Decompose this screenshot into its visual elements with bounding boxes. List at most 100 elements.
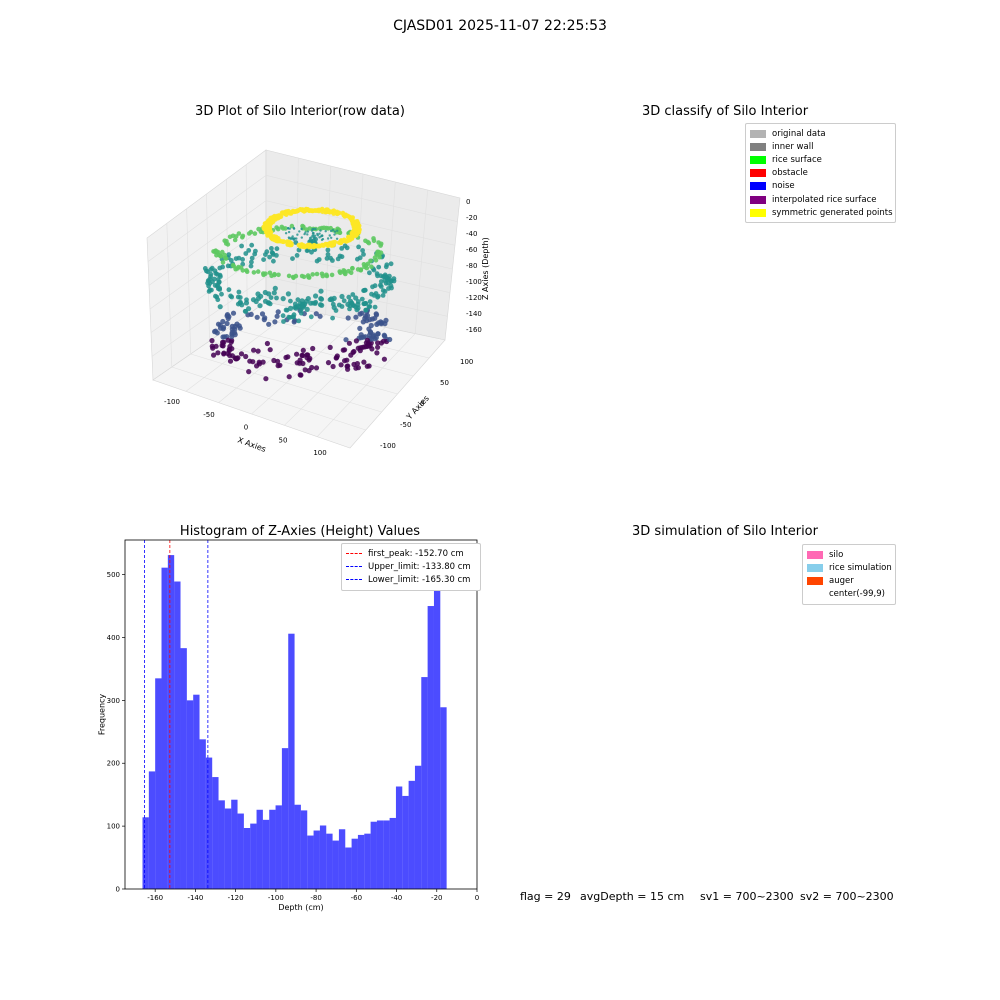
data-point xyxy=(228,293,234,299)
data-point xyxy=(372,315,378,321)
data-point xyxy=(255,269,261,274)
data-point xyxy=(312,236,315,239)
histogram-bar xyxy=(243,828,251,889)
data-point xyxy=(272,285,278,291)
data-point xyxy=(298,310,304,316)
data-point xyxy=(273,216,278,222)
data-point xyxy=(209,338,215,344)
data-point xyxy=(376,264,382,270)
data-point xyxy=(287,230,291,234)
histogram-bar xyxy=(250,823,257,889)
data-point xyxy=(256,359,262,365)
data-point xyxy=(256,226,261,232)
legend-item: rice simulation xyxy=(807,561,892,574)
data-point xyxy=(360,248,365,253)
data-point xyxy=(313,365,320,371)
data-point xyxy=(237,295,243,300)
data-point xyxy=(207,276,213,282)
histogram-bar xyxy=(402,795,409,889)
data-point xyxy=(353,338,359,344)
histogram-bar xyxy=(174,581,181,889)
data-point xyxy=(355,299,361,304)
x-tick-label: 100 xyxy=(313,449,326,457)
legend-swatch xyxy=(750,155,766,164)
data-point xyxy=(325,241,331,247)
data-point xyxy=(288,298,293,304)
data-point xyxy=(234,321,240,327)
data-point xyxy=(231,263,237,269)
data-point xyxy=(302,367,308,373)
data-point xyxy=(308,314,314,320)
data-point xyxy=(380,338,387,344)
data-point xyxy=(316,232,319,236)
data-point xyxy=(330,363,336,370)
data-point xyxy=(232,237,238,243)
data-point xyxy=(215,277,221,282)
data-point xyxy=(295,297,301,303)
data-point xyxy=(355,365,361,371)
data-point xyxy=(326,208,332,214)
legend-label: first_peak: -152.70 cm xyxy=(368,548,464,559)
data-point xyxy=(309,249,314,255)
data-point xyxy=(255,348,261,354)
histogram-bar xyxy=(148,771,156,889)
classify-plot-title: 3D classify of Silo Interior xyxy=(641,104,809,119)
data-point xyxy=(382,333,388,339)
data-point xyxy=(366,363,372,369)
legend-swatch xyxy=(346,566,362,568)
histogram-bar xyxy=(351,838,358,889)
x-tick-label: 0 xyxy=(244,424,248,432)
histogram-bar xyxy=(408,780,415,889)
histogram-bar xyxy=(383,820,390,889)
histogram-bar xyxy=(288,633,295,889)
data-point xyxy=(236,231,242,236)
data-point xyxy=(361,359,367,365)
data-point xyxy=(367,317,373,323)
legend-label: rice surface xyxy=(772,154,822,165)
histogram-bar xyxy=(218,800,225,889)
data-point xyxy=(319,229,322,232)
legend-swatch xyxy=(750,142,766,151)
y-tick-label: 0 xyxy=(420,400,424,408)
data-point xyxy=(329,243,335,248)
simulation-plot-title: 3D simulation of Silo Interior xyxy=(632,524,818,539)
data-point xyxy=(274,295,279,301)
data-point xyxy=(298,230,301,233)
histogram-bar xyxy=(193,694,200,889)
data-point xyxy=(224,320,230,327)
data-point xyxy=(253,298,259,305)
data-point xyxy=(283,354,289,361)
data-point xyxy=(327,344,333,350)
y-tick-label: 50 xyxy=(440,379,449,387)
x-tick-label: -40 xyxy=(391,894,402,902)
data-point xyxy=(300,347,306,353)
data-point xyxy=(320,238,324,242)
histogram-bar xyxy=(395,786,403,889)
legend-swatch xyxy=(807,590,823,599)
data-point xyxy=(259,311,266,317)
data-point xyxy=(370,284,375,290)
data-point xyxy=(364,337,370,343)
data-point xyxy=(267,270,273,276)
histogram-bar xyxy=(155,678,162,889)
legend-label: interpolated rice surface xyxy=(772,194,877,205)
legend-swatch xyxy=(807,563,823,572)
data-point xyxy=(260,359,266,365)
legend-label: original data xyxy=(772,128,826,139)
data-point xyxy=(328,255,333,261)
histogram-bar xyxy=(167,555,175,889)
data-point xyxy=(342,347,348,353)
x-tick-label: -160 xyxy=(147,894,163,902)
z-tick-label: -40 xyxy=(466,230,477,238)
data-point xyxy=(215,350,221,356)
histogram-bars xyxy=(142,555,447,889)
data-point xyxy=(341,298,347,304)
data-point xyxy=(378,321,384,327)
data-point xyxy=(294,351,300,357)
data-point xyxy=(348,270,354,276)
data-point xyxy=(290,208,296,214)
data-point xyxy=(238,351,245,357)
data-point xyxy=(229,323,235,329)
histogram-bar xyxy=(357,834,365,889)
data-point xyxy=(264,340,270,347)
